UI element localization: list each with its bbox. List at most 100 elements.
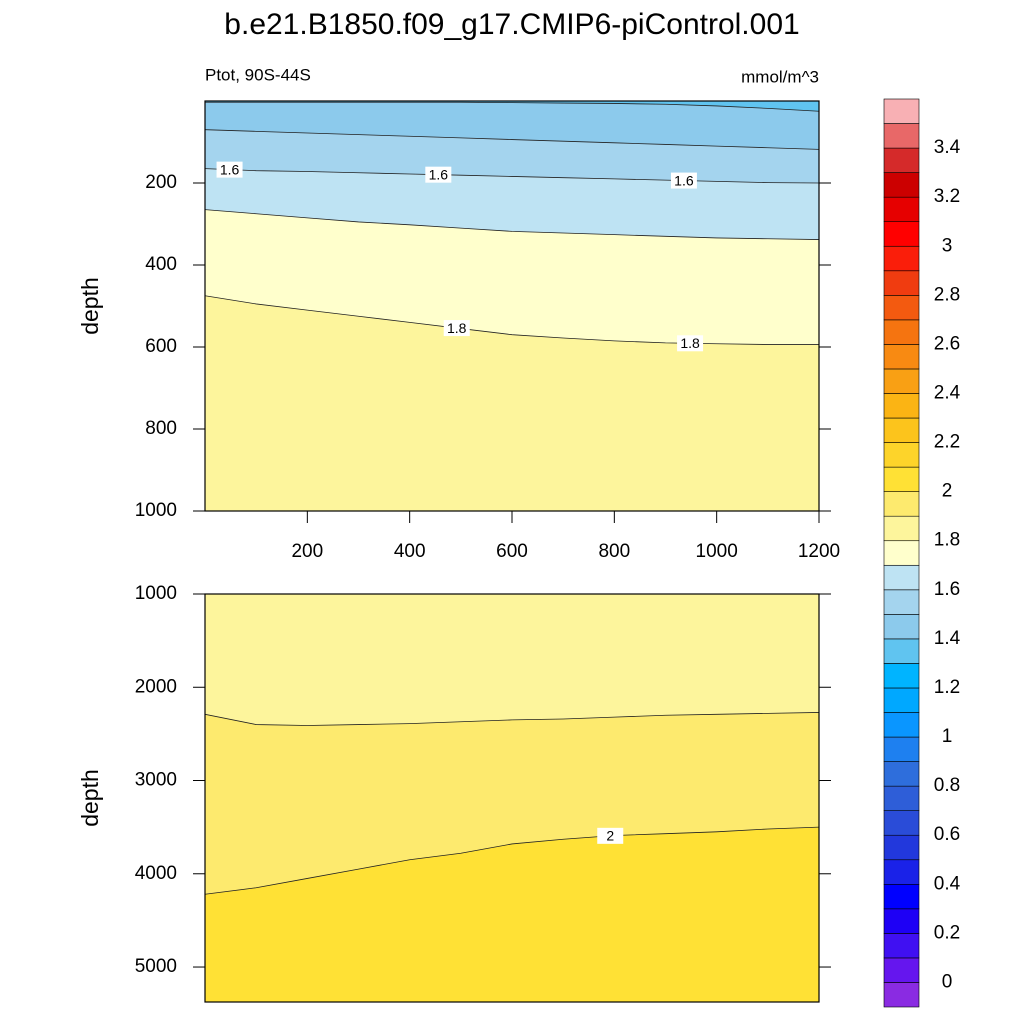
contour-line [205,209,819,240]
colorbar-box [883,638,920,664]
colorbar-label: 3.2 [934,186,960,207]
contour-label: 1.6 [429,166,449,182]
contour-label-bg [597,827,624,844]
colorbar-label: 1.6 [934,579,960,600]
colorbar-box [883,859,920,885]
colorbar-label: 3.4 [934,137,961,158]
x-tick-label: 400 [394,541,426,562]
x-tick-label: 200 [291,541,323,562]
colorbar-box [883,982,920,1008]
left-string: Ptot, 90S-44S [205,65,311,84]
colorbar-box [883,393,920,419]
colorbar-label: 0.6 [934,824,960,845]
colorbar-box [883,221,920,247]
y-tick-label: 1000 [135,583,177,604]
colorbar-box [883,319,920,345]
colorbar-label: 0 [942,971,953,992]
colorbar-box [883,785,920,811]
plot-area: 2 [205,594,819,1002]
colorbar-box [883,761,920,787]
colorbar-box [883,540,920,566]
contour-label-bg [443,320,470,337]
colorbar-box [883,442,920,468]
y-tick-label: 400 [145,254,177,275]
colorbar-box [883,687,920,713]
colorbar-box [883,98,920,124]
colorbar-label: 3 [942,235,953,256]
y-tick-label: 800 [145,418,177,439]
x-tick-label: 1200 [798,541,840,562]
colorbar-box [883,196,920,223]
contour-fill [205,101,819,150]
contour-label: 2 [606,828,614,844]
colorbar-box [883,589,920,615]
y-tick-label: 200 [145,172,177,193]
colorbar-box [883,515,920,542]
colorbar-box [883,883,920,910]
colorbar-box [883,368,920,394]
colorbar-label: 1 [942,726,953,747]
colorbar-label: 2.2 [934,432,960,453]
right-string: mmol/m^3 [741,67,819,86]
colorbar-box [883,466,920,492]
colorbar-box [883,295,920,321]
x-tick-label: 800 [598,541,630,562]
colorbar-box [883,663,920,689]
colorbar-label: 2.4 [934,383,961,404]
colorbar-box [883,908,920,934]
y-tick-label: 2000 [135,676,177,697]
colorbar-label: 2.6 [934,333,960,354]
y-axis-label: depth [77,769,103,827]
colorbar-box [883,957,920,983]
colorbar-box [883,834,920,861]
contour-line [205,168,819,184]
colorbar-box [883,736,920,762]
colorbar-box [883,417,920,443]
contour-fill [205,594,819,726]
colorbar-box [883,123,920,149]
contour-label-bg [677,335,704,352]
contour-label-bg [216,161,243,178]
colorbar-box [883,491,920,517]
colorbar-box [883,933,920,959]
contour-fill [205,101,819,112]
colorbar-box [883,614,920,640]
colorbar-box [883,810,920,836]
colorbar-label: 2 [942,481,953,502]
colorbar-label: 1.4 [934,628,961,649]
contour-line [205,129,819,150]
y-tick-label: 3000 [135,770,177,791]
colorbar-box [883,172,920,198]
x-tick-label: 1000 [696,541,738,562]
contour-label: 1.6 [674,172,694,188]
contour-label: 1.8 [680,335,700,351]
y-tick-label: 5000 [135,956,177,977]
contour-label-bg [425,166,452,183]
colorbar-box [883,712,920,738]
y-axis-label: depth [77,277,103,335]
y-tick-label: 4000 [135,863,177,884]
plot-area: 1.6 1.6 1.6 1.8 1.8 [205,101,819,511]
colorbar-box [883,344,920,370]
x-tick-label: 600 [496,541,528,562]
contour-line [205,712,819,726]
colorbar-label: 0.2 [934,922,960,943]
y-tick-label: 1000 [135,500,177,521]
colorbar-box [883,245,920,272]
contour-line [205,101,819,112]
colorbar-label: 0.4 [934,873,961,894]
colorbar-label: 0.8 [934,775,960,796]
colorbar-label: 1.2 [934,677,960,698]
contour-label: 1.8 [447,320,467,336]
contour-label-bg [670,172,697,189]
colorbar-box [883,147,920,173]
y-tick-label: 600 [145,336,177,357]
chart-title: b.e21.B1850.f09_g17.CMIP6-piControl.001 [224,8,799,41]
colorbar-label: 1.8 [934,530,960,551]
contour-label: 1.6 [220,161,240,177]
contour-line [205,295,819,345]
contour-line [205,826,819,895]
colorbar-box [883,270,920,296]
colorbar-label: 2.8 [934,284,960,305]
